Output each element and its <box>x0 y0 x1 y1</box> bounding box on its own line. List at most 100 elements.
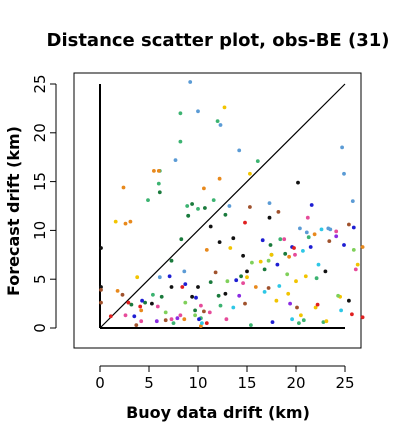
data-point <box>255 159 260 164</box>
data-point <box>99 285 103 289</box>
data-point <box>193 313 198 318</box>
data-point <box>266 258 271 263</box>
data-point <box>228 246 233 250</box>
data-point <box>204 321 209 325</box>
data-point <box>293 252 297 257</box>
data-point <box>167 274 172 279</box>
data-point <box>169 285 174 289</box>
data-point <box>179 237 184 242</box>
data-point <box>270 320 275 324</box>
data-point <box>197 317 201 322</box>
data-point <box>163 318 168 323</box>
data-point <box>301 318 306 323</box>
data-point <box>274 298 279 303</box>
data-point <box>183 300 188 305</box>
data-point <box>207 310 212 315</box>
data-point <box>326 226 331 231</box>
data-point <box>126 300 131 305</box>
data-point <box>173 158 178 163</box>
data-point <box>217 176 222 181</box>
series-4 <box>115 169 365 328</box>
data-point <box>298 226 302 231</box>
data-point <box>113 219 118 224</box>
data-point <box>196 207 200 211</box>
data-point <box>169 317 174 322</box>
data-point <box>178 111 183 116</box>
data-point <box>334 234 339 239</box>
series-3 <box>113 105 360 324</box>
data-point <box>248 171 252 176</box>
data-point <box>175 316 180 321</box>
data-point <box>276 210 281 214</box>
data-point <box>266 286 271 290</box>
y-tick-label: 5 <box>31 274 49 284</box>
data-point <box>248 205 252 209</box>
data-point <box>340 145 344 150</box>
data-point <box>223 212 228 217</box>
data-point <box>350 312 354 317</box>
data-point <box>316 262 321 267</box>
data-point <box>306 235 311 240</box>
axes: 0 5 10 15 20 25 0 5 10 15 20 25 <box>31 74 355 392</box>
data-point <box>347 222 351 227</box>
reference-lines <box>99 83 346 329</box>
data-point <box>241 253 246 258</box>
series-12 <box>163 248 356 318</box>
series-9 <box>99 205 351 327</box>
data-point <box>286 291 291 296</box>
data-point <box>139 319 144 324</box>
data-point <box>324 319 329 324</box>
data-point <box>301 249 305 253</box>
data-point <box>342 243 346 247</box>
data-point <box>199 303 203 308</box>
data-point <box>213 270 218 275</box>
series-11 <box>108 220 365 325</box>
data-point <box>267 201 272 206</box>
data-point <box>315 302 320 307</box>
data-point <box>249 323 253 327</box>
data-point <box>163 310 168 315</box>
data-point <box>217 240 222 245</box>
x-tick-label: 10 <box>188 374 207 392</box>
series-5 <box>129 190 288 313</box>
data-point <box>215 119 220 123</box>
data-point <box>150 301 154 306</box>
data-point <box>267 215 272 220</box>
y-tick-label: 20 <box>31 123 49 142</box>
series-8 <box>123 215 358 324</box>
data-point <box>304 230 309 235</box>
data-point <box>327 239 332 244</box>
data-point <box>183 282 188 286</box>
series-1 <box>157 80 355 280</box>
data-point <box>203 206 207 210</box>
data-point <box>202 309 206 314</box>
data-point <box>360 315 365 320</box>
data-point <box>268 243 273 247</box>
data-point <box>336 293 340 298</box>
x-tick-label: 25 <box>335 374 354 392</box>
data-point <box>241 281 246 285</box>
data-point <box>342 171 346 176</box>
y-axis-label: Forecast drift (km) <box>4 126 23 296</box>
data-point <box>227 204 232 208</box>
data-point <box>299 313 303 318</box>
data-point <box>258 259 263 264</box>
data-point <box>128 219 133 224</box>
data-point <box>146 198 150 203</box>
data-point <box>243 220 247 225</box>
data-point <box>319 227 324 232</box>
data-point <box>250 260 254 265</box>
x-tick-label: 0 <box>95 374 105 392</box>
data-point <box>108 314 113 319</box>
data-point <box>123 313 128 318</box>
data-point <box>323 269 328 274</box>
data-point <box>321 320 326 324</box>
data-point <box>99 288 103 292</box>
data-point <box>278 237 283 242</box>
data-point <box>262 267 267 272</box>
data-point <box>171 321 176 325</box>
data-point <box>275 262 280 267</box>
data-point <box>223 291 228 296</box>
data-point <box>196 109 200 114</box>
